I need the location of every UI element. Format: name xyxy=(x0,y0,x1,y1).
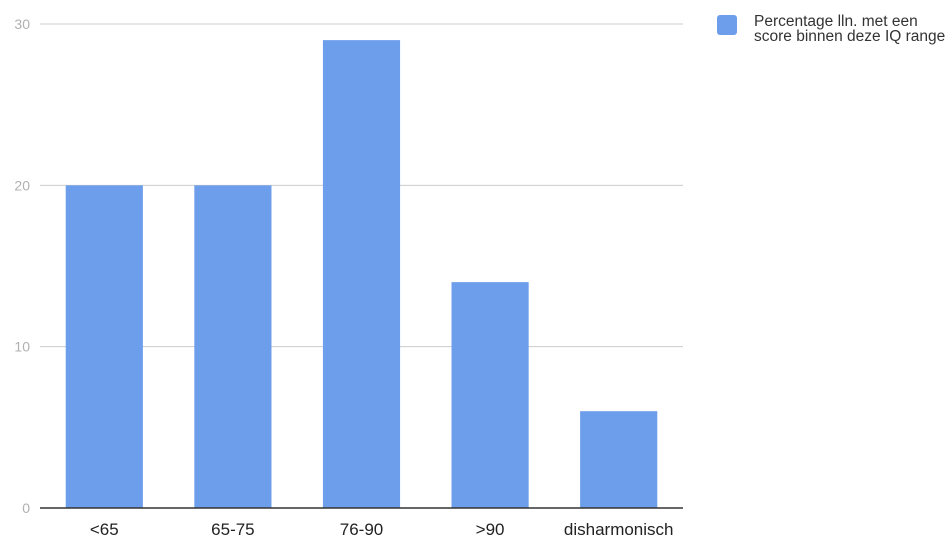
x-tick-label: >90 xyxy=(476,520,505,538)
bars xyxy=(65,40,658,509)
bar-chart: 0 10 20 30 <65 65-75 76-90 >90 disharmonisch xyxy=(14,16,683,538)
x-tick-label: 76-90 xyxy=(340,520,383,538)
y-tick-label: 30 xyxy=(14,16,30,32)
bar xyxy=(65,185,143,509)
y-tick-label: 10 xyxy=(14,339,30,355)
bar xyxy=(322,40,401,509)
bar xyxy=(194,185,272,509)
bar xyxy=(451,282,529,508)
x-tick-label: <65 xyxy=(90,520,119,538)
bar xyxy=(580,411,658,508)
x-axis-ticks: <65 65-75 76-90 >90 disharmonisch xyxy=(90,520,674,538)
legend: Percentage lln. met een score binnen dez… xyxy=(717,14,952,44)
y-axis-ticks: 0 10 20 30 xyxy=(14,16,30,516)
y-tick-label: 0 xyxy=(22,500,30,516)
legend-label: Percentage lln. met een score binnen dez… xyxy=(754,13,946,45)
legend-swatch xyxy=(717,15,737,35)
x-tick-label: 65-75 xyxy=(211,520,254,538)
x-tick-label: disharmonisch xyxy=(564,520,674,538)
y-tick-label: 20 xyxy=(14,177,30,193)
